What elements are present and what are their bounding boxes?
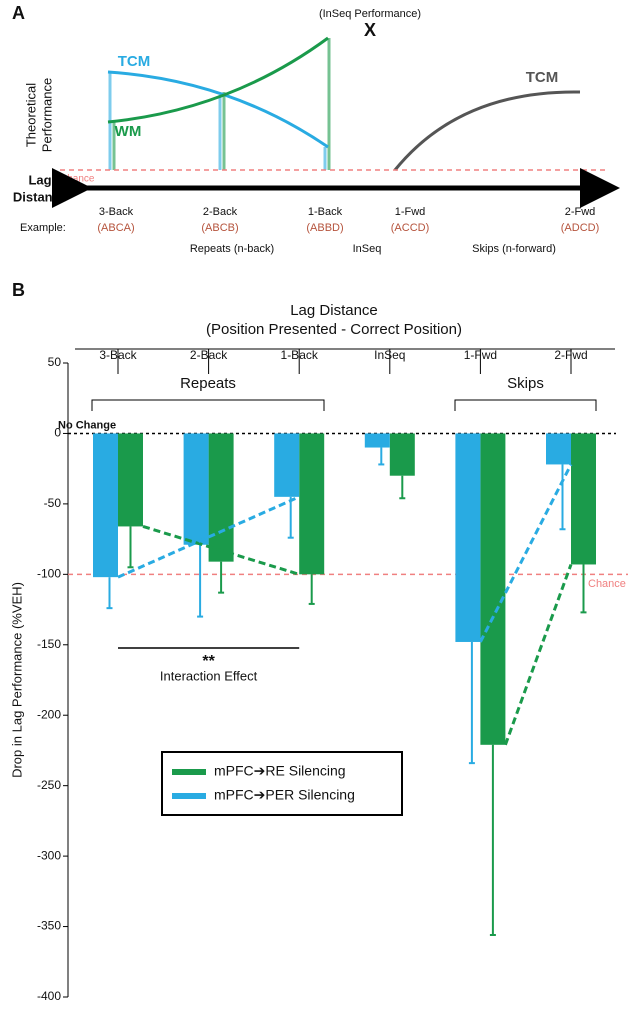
x-tick-label: 2-Back	[190, 348, 228, 362]
curve-label: WM	[115, 123, 142, 140]
chart-subtitle: (Position Presented - Correct Position)	[206, 321, 462, 338]
y-tick-label: 0	[54, 426, 61, 440]
x-tick-label: 3-Back	[99, 348, 137, 362]
reference-label: No Change	[58, 419, 116, 431]
interaction-stars: **	[202, 653, 215, 670]
interaction-label: Interaction Effect	[160, 668, 258, 683]
lag-example: (ABCB)	[201, 222, 238, 234]
lag-example: (ABCA)	[97, 222, 134, 234]
wm-curve	[107, 36, 329, 124]
y-tick-label: -400	[37, 989, 61, 1003]
curve-label: TCM	[118, 53, 151, 70]
bracket	[454, 399, 597, 411]
y-tick-label: -100	[37, 567, 61, 581]
axis-label: Lag	[28, 172, 51, 187]
annotation: (InSeq Performance)	[319, 8, 421, 20]
group-label: Repeats (n-back)	[190, 243, 274, 255]
bar	[274, 433, 300, 497]
y-tick-label: -150	[37, 637, 61, 651]
legend-box	[161, 751, 403, 816]
bar	[389, 433, 415, 476]
bar	[208, 433, 234, 562]
lag-example: (ADCD)	[561, 222, 600, 234]
x-tick-label: 2-Fwd	[554, 348, 587, 362]
lag-name: 1-Fwd	[395, 206, 426, 218]
x-tick-label: 1-Fwd	[464, 348, 497, 362]
lag-name: 2-Back	[203, 206, 238, 218]
y-tick-label: -50	[44, 496, 62, 510]
y-tick-label: -300	[37, 848, 61, 862]
trend-line	[503, 563, 573, 746]
legend-label: mPFC➔PER Silencing	[214, 787, 355, 803]
lag-name: 2-Fwd	[565, 206, 596, 218]
group-label: InSeq	[353, 243, 382, 255]
lag-name: 1-Back	[308, 206, 343, 218]
y-tick-label: -250	[37, 778, 61, 792]
legend-label: mPFC➔RE Silencing	[214, 763, 346, 779]
bar	[93, 433, 118, 578]
bracket	[91, 399, 325, 411]
axis-label: Distance	[13, 189, 67, 204]
group-label: Skips	[507, 375, 544, 392]
panel-label: A	[12, 3, 25, 23]
trend-line	[142, 524, 300, 576]
chance-label: Chance	[60, 174, 95, 185]
panel-label: B	[12, 280, 25, 300]
trend-line	[117, 495, 300, 579]
curve-label: TCM	[526, 69, 559, 86]
y-tick-label: 50	[48, 355, 62, 369]
y-tick-label: -200	[37, 707, 61, 721]
bar	[455, 433, 481, 642]
y-label: Theoretical	[23, 83, 38, 147]
reference-label: Chance	[588, 578, 626, 590]
x-tick-label: 1-Back	[281, 348, 319, 362]
bar	[546, 433, 571, 465]
plot: -400 -350 -300 -250 -200 -150 -100 -50 0 50 3-Back…	[37, 348, 628, 1003]
y-tick-label: -350	[37, 919, 61, 933]
theory-bars	[108, 38, 331, 170]
example-label: Example:	[20, 222, 66, 234]
chart-title: Lag Distance	[290, 302, 378, 319]
y-label: Drop in Lag Performance (%VEH)	[9, 582, 24, 778]
y-label: Performance	[39, 78, 54, 152]
bar	[571, 433, 596, 565]
bar	[183, 433, 209, 545]
bar	[299, 433, 325, 575]
bar	[480, 433, 506, 745]
lag-example: (ACCD)	[391, 222, 430, 234]
lag-name: 3-Back	[99, 206, 134, 218]
marker: X	[364, 20, 376, 40]
tcm-curve	[393, 90, 581, 171]
x-tick-label: InSeq	[374, 348, 405, 362]
group-label: Skips (n-forward)	[472, 243, 556, 255]
lag-example: (ABBD)	[306, 222, 343, 234]
bar	[118, 433, 143, 527]
group-label: Repeats	[180, 375, 236, 392]
lag-labels: 3-Back (ABCA) 2-Back (ABCB) 1-Back (ABBD) 1-Fw…	[97, 206, 599, 234]
trend-line	[479, 463, 573, 643]
bar	[364, 433, 390, 448]
